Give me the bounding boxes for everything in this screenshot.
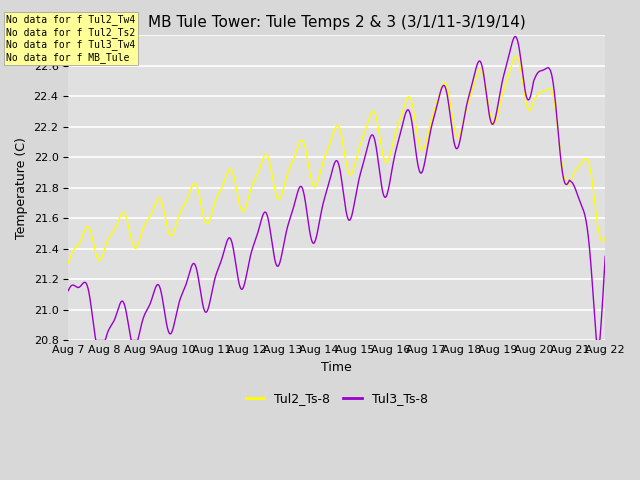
Y-axis label: Temperature (C): Temperature (C) xyxy=(15,137,28,239)
Legend: Tul2_Ts-8, Tul3_Ts-8: Tul2_Ts-8, Tul3_Ts-8 xyxy=(241,387,433,410)
Text: No data for f Tul2_Tw4
No data for f Tul2_Ts2
No data for f Tul3_Tw4
No data for: No data for f Tul2_Tw4 No data for f Tul… xyxy=(6,14,136,63)
Title: MB Tule Tower: Tule Temps 2 & 3 (3/1/11-3/19/14): MB Tule Tower: Tule Temps 2 & 3 (3/1/11-… xyxy=(148,15,525,30)
X-axis label: Time: Time xyxy=(321,361,352,374)
